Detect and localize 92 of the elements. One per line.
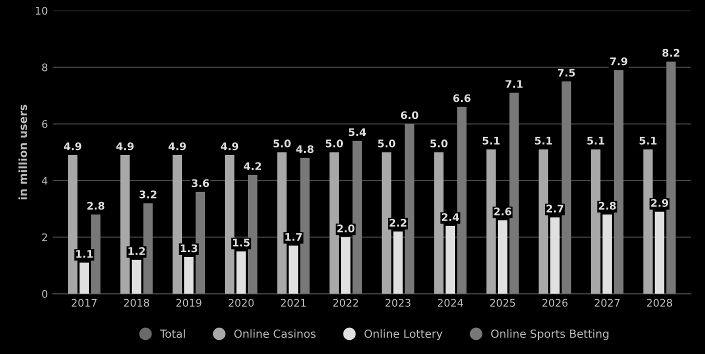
data-label: 5.1 [482,136,500,145]
bar [486,149,496,294]
data-label: 7.9 [610,57,628,66]
y-tick-label: 6 [42,120,48,128]
bar [300,158,310,294]
data-label: 5.0 [378,140,396,148]
bar [562,81,572,294]
x-tick-label: 2024 [438,298,464,307]
y-tick-label: 10 [36,6,48,15]
x-tick-label: 2026 [542,298,568,307]
data-label: 4.9 [220,142,238,150]
bar [341,237,350,294]
bar [446,226,456,294]
bar [393,232,403,294]
x-tick-label: 2028 [647,298,672,307]
y-tick-label: 4 [42,176,48,184]
bar [288,246,298,294]
data-label: 2.9 [651,199,668,207]
data-label: 7.1 [506,80,523,88]
data-label: 1.2 [128,247,145,255]
bar [330,152,339,294]
data-label: 4.9 [116,142,134,150]
data-label: 1.1 [76,250,93,258]
x-tick-label: 2025 [490,298,515,307]
bar [68,155,78,294]
y-tick-label: 2 [42,233,47,242]
data-label: 5.0 [430,140,448,148]
data-label: 2.6 [494,208,512,216]
data-label: 2.8 [87,202,104,210]
bar [538,149,548,294]
bar [120,155,130,294]
data-label: 2.8 [598,202,616,210]
bar [143,203,153,294]
bar [404,124,414,294]
bar [80,262,89,294]
legend-label: Online Casinos [234,329,316,338]
data-label: 1.3 [180,244,198,252]
bar [550,217,560,294]
data-label: 3.6 [192,179,210,188]
x-tick-label: 2022 [333,298,358,307]
data-label: 5.1 [535,136,552,145]
data-label: 5.0 [326,140,343,148]
data-label: 2.2 [390,218,406,227]
data-label: 5.4 [348,128,366,136]
bar [654,212,664,294]
data-label: 3.2 [140,190,156,198]
data-label: 5.1 [640,136,657,145]
data-label: 7.5 [558,68,575,77]
legend-label: Total [160,329,185,338]
x-tick-label: 2020 [228,298,254,307]
x-tick-label: 2023 [386,298,410,307]
bar [132,260,142,294]
x-tick-label: 2019 [176,298,202,307]
x-tick-label: 2021 [280,298,306,307]
bar [602,214,612,294]
bar [236,251,246,294]
data-label: 4.9 [168,142,186,150]
data-label: 4.8 [296,145,314,154]
legend-label: Online Lottery [364,329,442,340]
bar [352,140,362,294]
x-tick-label: 2018 [124,298,150,307]
bar [172,155,182,294]
bar [196,192,206,294]
bar [666,62,676,294]
bar [434,152,444,294]
data-label: 6.6 [453,94,471,102]
data-label: 5.0 [274,140,291,148]
data-label: 2.7 [546,204,564,212]
bar [91,214,100,294]
data-label: 6.0 [400,111,418,120]
y-tick-label: 0 [42,290,48,298]
data-label: 4.9 [64,142,82,150]
y-axis-title: in million users [18,104,28,200]
legend-label: Online Sports Betting [491,329,608,340]
data-label: 2.4 [442,213,460,221]
x-tick-label: 2017 [72,298,97,307]
x-tick-label: 2027 [594,298,620,307]
data-label: 5.1 [587,136,604,145]
data-label: 1.7 [285,233,302,241]
bar [224,155,234,294]
y-tick-label: 8 [42,63,48,72]
data-label: 2.0 [337,224,354,232]
bar [591,149,600,294]
data-label: 1.5 [233,238,250,247]
data-label: 8.2 [662,48,680,57]
bar [184,257,194,294]
bar [277,152,287,294]
bar [643,149,653,294]
bar [382,152,392,294]
data-label: 4.2 [244,162,261,170]
bar [614,70,624,294]
bar [498,220,508,294]
